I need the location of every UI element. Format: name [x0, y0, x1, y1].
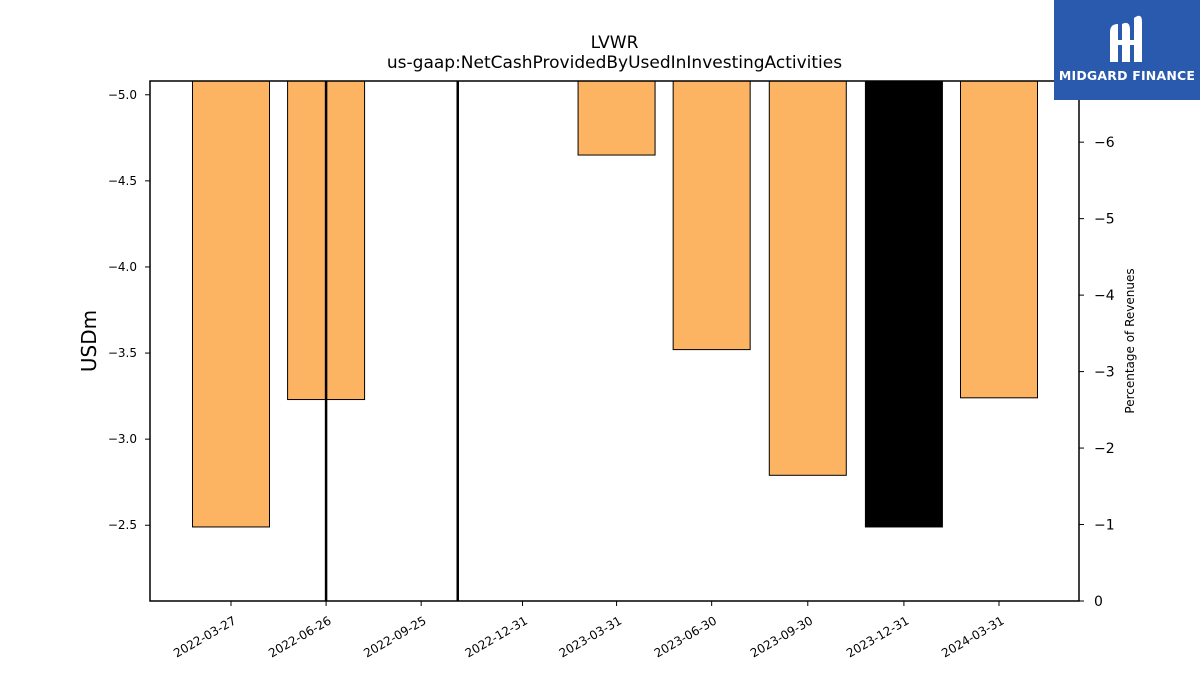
bar-2023-09-30 [768, 80, 847, 476]
vertical-lines-layer [324, 81, 459, 601]
chart-subtitle: us-gaap:NetCashProvidedByUsedInInvesting… [387, 53, 842, 73]
x-tick-label: 2023-12-31 [844, 613, 911, 660]
bar-2024-03-31 [960, 80, 1038, 399]
midgard-logo-icon [1110, 15, 1142, 62]
bar-2023-03-31 [577, 80, 656, 156]
y-tick-label: −2.5 [108, 518, 137, 532]
x-tick-label: 2022-06-26 [266, 613, 333, 660]
bars-layer [192, 80, 1038, 528]
y2-tick-label: −1 [1094, 518, 1115, 534]
y-axis-right: 0 −1 −2 −3 −4 −5 −6 [1079, 135, 1115, 610]
y-axis-right-label: Percentage of Revenues [1123, 268, 1137, 413]
y-tick-label: −5.0 [108, 88, 137, 102]
y-axis-left: −2.5 −3.0 −3.5 −4.0 −4.5 −5.0 [108, 88, 150, 532]
y-tick-label: −4.0 [108, 260, 137, 274]
x-tick-label: 2023-06-30 [652, 613, 719, 660]
x-tick-label: 2022-03-27 [171, 613, 238, 660]
x-tick-label: 2023-09-30 [748, 613, 815, 660]
y-tick-label: −4.5 [108, 174, 137, 188]
bar-2022-03-27 [192, 80, 270, 528]
bar-2023-12-31 [864, 80, 943, 528]
y2-tick-label: −3 [1094, 365, 1115, 381]
x-tick-label: 2022-09-25 [361, 613, 428, 660]
y2-tick-label: 0 [1094, 594, 1103, 610]
y2-tick-label: −6 [1094, 135, 1115, 151]
midgard-finance-logo: MIDGARD FINANCE [1054, 0, 1200, 100]
y2-tick-label: −5 [1094, 212, 1115, 228]
x-tick-label: 2024-03-31 [939, 613, 1006, 660]
x-tick-label: 2022-12-31 [463, 613, 530, 660]
y-axis-label: USDm [77, 310, 101, 372]
chart-title: LVWR [591, 33, 639, 53]
y2-tick-label: −4 [1094, 288, 1115, 304]
x-axis: 2022-03-27 2022-06-26 2022-09-25 2022-12-31… [171, 601, 1007, 660]
x-tick-label: 2023-03-31 [557, 613, 624, 660]
y2-tick-label: −2 [1094, 441, 1115, 457]
y-tick-label: −3.0 [108, 432, 137, 446]
logo-text: MIDGARD FINANCE [1058, 68, 1196, 83]
bar-2023-06-30 [672, 80, 751, 351]
y-tick-label: −3.5 [108, 346, 137, 360]
plot-frame [149, 80, 1080, 602]
